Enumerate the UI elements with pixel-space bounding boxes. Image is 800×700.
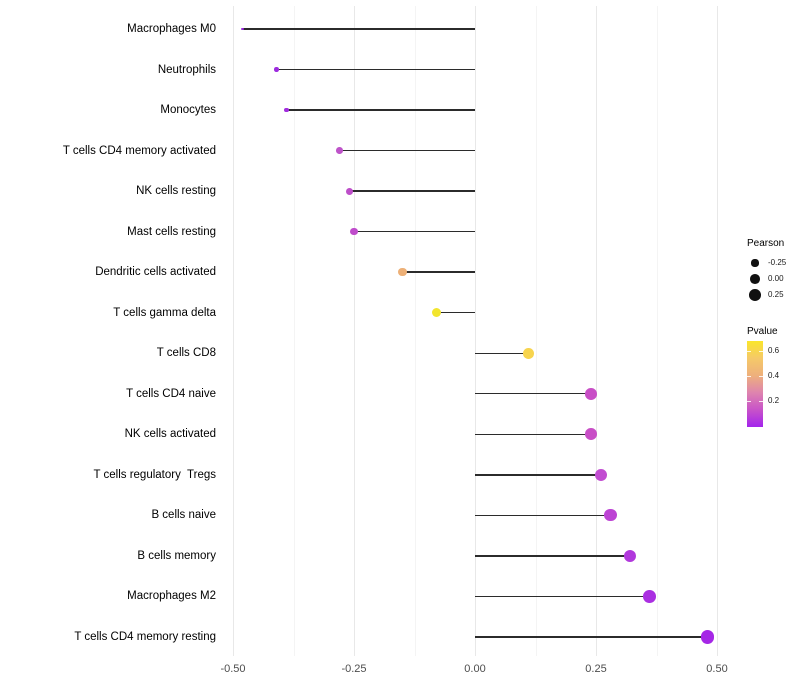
lollipop-dot	[585, 428, 598, 441]
size-legend-dot	[751, 259, 759, 267]
category-label: B cells naive	[151, 509, 216, 522]
lollipop-dot	[700, 630, 715, 644]
lollipop-dot	[604, 509, 617, 522]
x-tick-label: -0.25	[341, 663, 367, 675]
size-legend-label: 0.25	[768, 290, 784, 299]
gridline-minor	[293, 6, 295, 656]
lollipop-dot	[623, 549, 637, 563]
gradient-tick	[747, 351, 751, 352]
lollipop-dot	[585, 387, 598, 400]
category-label: NK cells activated	[124, 428, 216, 441]
gridline-major	[354, 6, 355, 656]
lollipop-stick	[349, 190, 475, 192]
category-label: T cells gamma delta	[113, 306, 216, 319]
size-legend-dot	[750, 274, 760, 284]
gridline-major	[596, 6, 597, 656]
x-tick-label: 0.00	[464, 663, 486, 675]
lollipop-dot	[431, 308, 441, 318]
lollipop-stick	[475, 514, 611, 517]
size-legend-dot	[749, 289, 761, 301]
lollipop-stick	[242, 28, 475, 30]
lollipop-dot	[336, 147, 343, 154]
category-label: Macrophages M2	[127, 590, 216, 603]
color-legend-label: 0.4	[768, 371, 780, 380]
lollipop-stick	[475, 555, 630, 557]
lollipop-stick	[475, 595, 650, 598]
gridline-minor	[414, 6, 416, 656]
x-tick-label: -0.50	[220, 663, 246, 675]
category-label: NK cells resting	[136, 185, 216, 198]
gradient-tick	[759, 376, 763, 377]
gridline-minor	[535, 6, 537, 656]
gradient-tick	[759, 401, 763, 402]
lollipop-stick	[286, 109, 475, 111]
lollipop-dot	[274, 67, 279, 72]
lollipop-stick	[339, 149, 475, 152]
category-label: T cells CD8	[156, 347, 216, 360]
gradient-tick	[747, 376, 751, 377]
size-legend: Pearson -0.25 0.00 0.25	[742, 238, 800, 314]
category-label: Macrophages M0	[127, 23, 216, 35]
color-legend-title: Pvalue	[747, 326, 778, 337]
lollipop-dot	[642, 590, 656, 603]
x-tick-label: 0.25	[585, 663, 607, 675]
lollipop-dot	[350, 228, 358, 236]
lollipop-dot	[398, 268, 407, 277]
lollipop-dot	[241, 27, 245, 31]
category-label: T cells CD4 naive	[126, 387, 216, 400]
size-legend-label: -0.25	[768, 258, 787, 267]
color-legend-label: 0.6	[768, 346, 780, 355]
lollipop-dot	[594, 468, 607, 481]
lollipop-stick	[475, 393, 592, 395]
category-label: T cells CD4 memory resting	[74, 630, 216, 643]
category-label: Dendritic cells activated	[95, 266, 216, 279]
x-tick-label: 0.50	[706, 663, 728, 675]
gridline-minor	[656, 6, 658, 656]
lollipop-stick	[354, 230, 475, 233]
gradient-tick	[759, 351, 763, 352]
lollipop-stick	[402, 271, 475, 273]
category-label: T cells regulatory Tregs	[93, 468, 216, 481]
pvalue-gradient-bar	[747, 341, 763, 427]
category-label: B cells memory	[137, 549, 216, 562]
category-label: T cells CD4 memory activated	[62, 144, 216, 157]
category-label: Mast cells resting	[127, 225, 216, 238]
gridline-major	[233, 6, 234, 656]
lollipop-stick	[475, 636, 708, 638]
lollipop-stick	[475, 352, 529, 354]
lollipop-stick	[276, 68, 475, 71]
lollipop-stick	[436, 312, 475, 314]
lollipop-dot	[283, 107, 289, 113]
category-label: Neutrophils	[157, 63, 216, 76]
lollipop-dot	[345, 187, 353, 195]
plot-panel	[222, 6, 732, 656]
size-legend-label: 0.00	[768, 274, 784, 283]
gridline-major	[475, 6, 476, 656]
lollipop-stick	[475, 474, 601, 476]
gridline-major	[717, 6, 718, 656]
size-legend-title: Pearson	[747, 238, 785, 249]
gradient-tick	[747, 401, 751, 402]
color-legend: Pvalue 0.6 0.4 0.2	[742, 326, 800, 436]
lollipop-stick	[475, 433, 592, 435]
category-label: Monocytes	[160, 104, 216, 117]
color-legend-label: 0.2	[768, 396, 780, 405]
lollipop-dot	[522, 347, 534, 359]
